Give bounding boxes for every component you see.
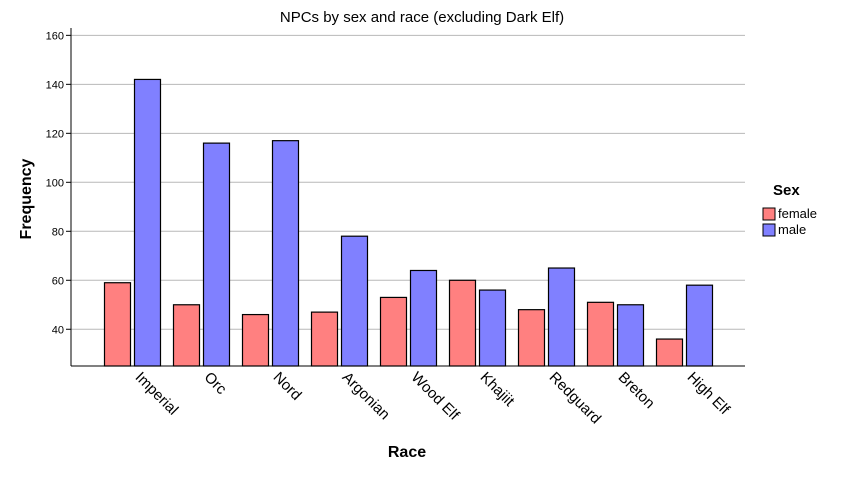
y-axis-title: Frequency: [18, 158, 35, 239]
legend-swatch-female: [762, 207, 776, 221]
y-tick-label-100: 100: [46, 177, 64, 189]
legend-label-male: male: [778, 222, 806, 237]
x-tick-labels: Imperial Orc Nord Argonian Wood Elf Khajiit Re…: [132, 369, 734, 428]
x-tick-label-redguard: Redguard: [546, 369, 605, 428]
chart-title: NPCs by sex and race (excluding Dark Elf…: [280, 9, 564, 26]
bar-male-redguard: [547, 267, 576, 367]
bar-male-high-elf: [685, 284, 714, 367]
y-tick-label-140: 140: [46, 79, 64, 91]
bar-male-imperial: [133, 78, 162, 367]
bar-male-wood-elf: [409, 269, 438, 367]
y-tick-label-80: 80: [52, 226, 64, 238]
y-tick-label-160: 160: [46, 30, 64, 42]
y-tick-labels: 40 60 80 100 120 140 160: [46, 30, 71, 336]
x-tick-label-wood-elf: Wood Elf: [408, 369, 463, 424]
bar-female-high-elf: [655, 338, 684, 367]
bar-male-orc: [202, 142, 231, 367]
x-tick-label-argonian: Argonian: [339, 369, 393, 423]
y-tick-label-120: 120: [46, 128, 64, 140]
x-tick-label-khajiit: Khajiit: [477, 369, 518, 410]
bar-female-orc: [172, 304, 201, 367]
legend-swatch-male: [762, 223, 776, 237]
bar-female-wood-elf: [379, 296, 408, 367]
y-tick-label-60: 60: [52, 275, 64, 287]
bar-female-imperial: [103, 282, 132, 367]
x-tick-label-breton: Breton: [615, 369, 658, 412]
legend-title: Sex: [773, 182, 800, 199]
bar-male-argonian: [340, 235, 369, 367]
x-tick-label-orc: Orc: [201, 369, 230, 398]
bars: [103, 78, 714, 367]
bar-female-breton: [586, 301, 615, 367]
gridlines: [71, 34, 745, 330]
x-axis-title: Race: [388, 444, 426, 461]
bar-female-khajiit: [448, 279, 477, 367]
x-tick-label-high-elf: High Elf: [684, 369, 734, 419]
bar-female-nord: [241, 313, 270, 367]
x-tick-label-nord: Nord: [270, 369, 305, 404]
bar-male-nord: [271, 140, 300, 367]
bar-male-breton: [616, 304, 645, 367]
y-tick-label-40: 40: [52, 324, 64, 336]
bar-female-argonian: [310, 311, 339, 367]
legend-label-female: female: [778, 206, 817, 221]
bar-male-khajiit: [478, 289, 507, 367]
x-tick-label-imperial: Imperial: [132, 369, 182, 419]
bar-female-redguard: [517, 309, 546, 367]
